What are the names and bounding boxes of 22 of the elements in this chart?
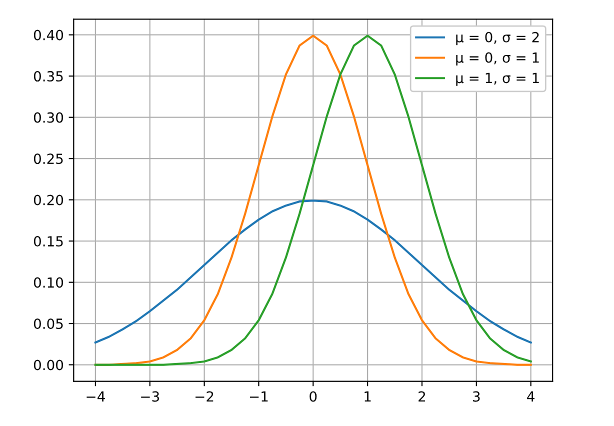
y-tick-label: 0.40	[34, 30, 64, 40]
y-tick-label: 0.00	[34, 360, 64, 370]
legend-label: μ = 0, σ = 2	[456, 32, 539, 46]
y-tick-label: 0.25	[34, 154, 63, 164]
x-tick-label: 1	[364, 391, 371, 402]
line-series	[94, 200, 532, 344]
y-tick-label: 0.35	[34, 71, 63, 82]
x-tick-label: 4	[527, 391, 534, 402]
x-tick-label: −1	[250, 391, 268, 402]
x-tick-label: 3	[473, 391, 480, 402]
x-tick-label: −2	[196, 391, 214, 402]
y-tick-label: 0.10	[34, 277, 64, 288]
legend-label: μ = 1, σ = 1	[456, 72, 539, 86]
legend-label: μ = 0, σ = 1	[456, 52, 539, 66]
x-tick-label: 0	[310, 391, 317, 402]
y-tick-label: 0.05	[34, 318, 63, 330]
y-tick-label: 0.30	[34, 112, 64, 123]
x-tick-label: 2	[418, 391, 426, 402]
y-tick-label: 0.20	[34, 194, 64, 206]
x-tick-label: −3	[141, 391, 159, 402]
y-tick-label: 0.15	[34, 236, 63, 247]
x-tick-label: −4	[86, 391, 105, 402]
